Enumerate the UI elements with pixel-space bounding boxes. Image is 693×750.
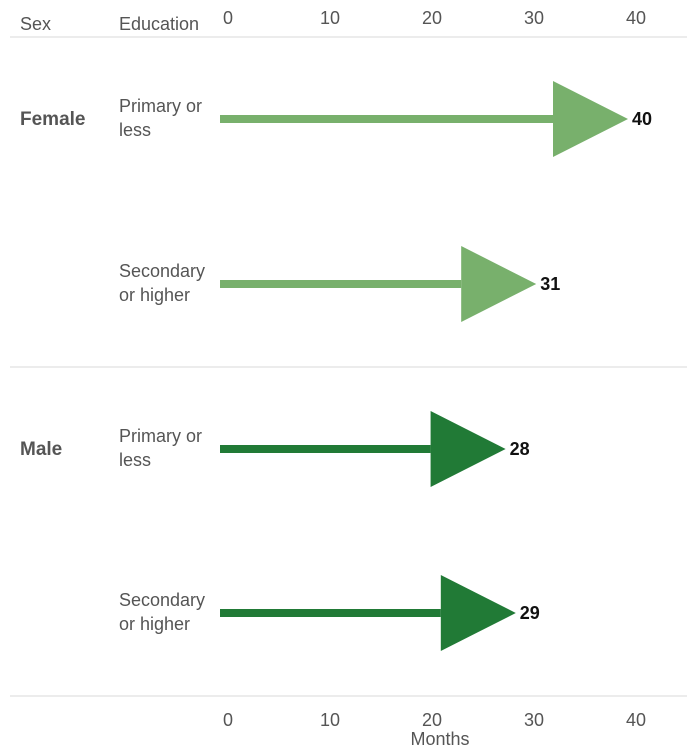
- bottom-tick-label: 0: [223, 710, 233, 730]
- data-row: Primary or less 40: [119, 81, 652, 157]
- education-label: or higher: [119, 285, 190, 305]
- bottom-tick-label: 20: [422, 710, 442, 730]
- arrow-head: [430, 411, 506, 487]
- value-label: 31: [540, 274, 560, 294]
- top-tick-label: 10: [320, 8, 340, 28]
- education-label: Primary or: [119, 426, 202, 446]
- top-tick-label: 30: [524, 8, 544, 28]
- x-axis-label: Months: [410, 729, 469, 749]
- group-label: Male: [20, 439, 62, 460]
- education-label: less: [119, 450, 151, 470]
- education-label: Secondary: [119, 590, 205, 610]
- arrow-head: [461, 246, 537, 322]
- education-label: Secondary: [119, 261, 205, 281]
- education-label: Primary or: [119, 96, 202, 116]
- arrow-shaft: [220, 445, 431, 453]
- top-axis: 0 10 20 30 40: [223, 8, 646, 28]
- bottom-tick-label: 10: [320, 710, 340, 730]
- sex-column-header: Sex: [20, 14, 51, 34]
- arrow-head: [553, 81, 628, 157]
- education-label: less: [119, 120, 151, 140]
- group-female: Female Primary or less 40 Secondary or higher…: [20, 81, 652, 322]
- chart-groups: Female Primary or less 40 Secondary or higher…: [20, 81, 652, 651]
- value-label: 40: [632, 109, 652, 129]
- data-row: Primary or less 28: [119, 411, 530, 487]
- data-row: Secondary or higher 29: [119, 575, 540, 651]
- bottom-tick-label: 40: [626, 710, 646, 730]
- data-row: Secondary or higher 31: [119, 246, 560, 322]
- education-column-header: Education: [119, 14, 199, 34]
- top-tick-label: 40: [626, 8, 646, 28]
- group-male: Male Primary or less 28 Secondary or higher 29: [20, 411, 540, 651]
- bottom-axis: 0 10 20 30 40: [223, 710, 646, 730]
- arrow-shaft: [220, 280, 462, 288]
- arrow-head: [440, 575, 516, 651]
- top-tick-label: 20: [422, 8, 442, 28]
- top-tick-label: 0: [223, 8, 233, 28]
- education-label: or higher: [119, 614, 190, 634]
- value-label: 28: [510, 439, 530, 459]
- arrow-shaft: [220, 115, 553, 123]
- value-label: 29: [520, 603, 540, 623]
- bottom-tick-label: 30: [524, 710, 544, 730]
- arrow-shaft: [220, 609, 441, 617]
- group-label: Female: [20, 109, 85, 130]
